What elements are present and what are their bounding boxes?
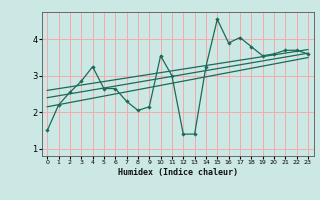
X-axis label: Humidex (Indice chaleur): Humidex (Indice chaleur): [118, 168, 237, 177]
